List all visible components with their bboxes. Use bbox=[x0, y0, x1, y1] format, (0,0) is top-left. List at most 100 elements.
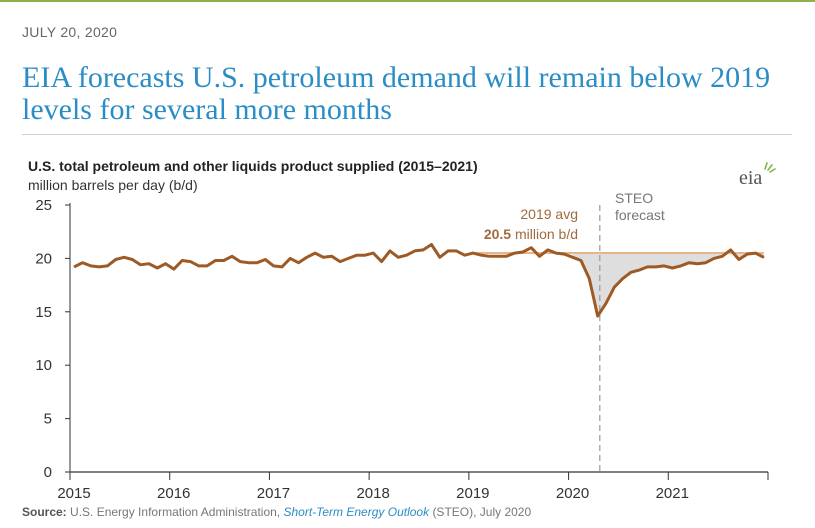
eia-logo-icon: eia bbox=[739, 162, 776, 188]
data-point bbox=[563, 253, 566, 255]
data-point bbox=[472, 252, 474, 254]
gap-below-average-area bbox=[572, 253, 764, 317]
source-link[interactable]: Short-Term Energy Outlook bbox=[283, 505, 430, 519]
data-point bbox=[688, 262, 690, 264]
data-point bbox=[480, 254, 482, 256]
data-point bbox=[106, 265, 108, 267]
data-point bbox=[173, 268, 175, 270]
avg-unit: million b/d bbox=[515, 226, 578, 242]
publication-date: JULY 20, 2020 bbox=[22, 24, 118, 40]
data-point bbox=[414, 250, 416, 252]
data-point bbox=[738, 258, 740, 261]
data-point bbox=[156, 267, 158, 269]
data-point bbox=[148, 263, 150, 265]
avg-value-label: 20.5 million b/d bbox=[484, 226, 578, 242]
x-tick-label: 2020 bbox=[556, 485, 589, 502]
x-tick-label: 2019 bbox=[456, 485, 489, 502]
data-point bbox=[580, 259, 582, 262]
data-point bbox=[314, 252, 316, 254]
series-points bbox=[73, 243, 765, 317]
data-point bbox=[696, 263, 699, 265]
data-point bbox=[630, 271, 632, 273]
data-point bbox=[730, 249, 732, 251]
data-point bbox=[439, 256, 441, 258]
y-tick-label: 15 bbox=[35, 304, 52, 321]
data-point bbox=[455, 250, 457, 252]
data-point bbox=[248, 262, 250, 264]
data-point bbox=[497, 255, 499, 257]
chart-y-unit: million barrels per day (b/d) bbox=[28, 177, 198, 193]
data-point bbox=[721, 255, 723, 257]
data-point bbox=[464, 254, 466, 256]
data-point bbox=[115, 258, 117, 261]
data-point bbox=[356, 254, 358, 256]
data-point bbox=[165, 263, 167, 265]
headline: EIA forecasts U.S. petroleum demand will… bbox=[22, 61, 771, 126]
data-point bbox=[713, 257, 715, 259]
data-point bbox=[231, 255, 233, 257]
data-point bbox=[538, 255, 541, 257]
data-point bbox=[763, 256, 765, 258]
data-point bbox=[605, 302, 607, 304]
y-axis: 0 5 10 15 20 25 bbox=[35, 197, 71, 481]
data-point bbox=[73, 266, 75, 268]
data-point bbox=[671, 267, 674, 269]
data-point bbox=[622, 278, 624, 280]
data-point bbox=[98, 266, 100, 268]
data-point bbox=[347, 257, 349, 259]
header-divider bbox=[22, 134, 792, 135]
avg-value: 20.5 bbox=[484, 226, 511, 242]
data-point bbox=[198, 265, 200, 267]
data-point bbox=[705, 262, 707, 264]
data-point bbox=[646, 266, 649, 268]
data-point bbox=[422, 249, 424, 251]
x-tick-label: 2021 bbox=[656, 485, 689, 502]
y-tick-label: 10 bbox=[35, 357, 52, 374]
x-tick-label: 2018 bbox=[356, 485, 389, 502]
data-point bbox=[405, 254, 408, 256]
data-point bbox=[181, 259, 183, 262]
data-point bbox=[447, 250, 449, 252]
data-point bbox=[306, 256, 308, 258]
data-point bbox=[555, 252, 557, 254]
data-point bbox=[273, 265, 275, 267]
data-point bbox=[214, 259, 216, 262]
data-point bbox=[547, 249, 549, 251]
series-line bbox=[73, 243, 765, 318]
data-point bbox=[588, 278, 590, 280]
x-tick-label: 2017 bbox=[257, 485, 290, 502]
data-point bbox=[489, 255, 491, 257]
data-point bbox=[239, 261, 241, 263]
data-point bbox=[189, 261, 192, 263]
eia-logo-text: eia bbox=[739, 167, 762, 188]
source-note: Source: U.S. Energy Information Administ… bbox=[22, 505, 531, 519]
data-point bbox=[430, 243, 433, 246]
y-tick-label: 0 bbox=[44, 464, 52, 481]
data-point bbox=[322, 256, 324, 258]
data-point bbox=[223, 259, 225, 262]
chart-title: U.S. total petroleum and other liquids p… bbox=[28, 158, 478, 174]
forecast-label-line1: STEO bbox=[615, 190, 653, 206]
data-point bbox=[90, 265, 92, 267]
data-point bbox=[381, 261, 383, 263]
data-point bbox=[638, 269, 640, 271]
data-point bbox=[331, 255, 333, 257]
top-rule bbox=[0, 0, 815, 2]
data-point bbox=[264, 258, 266, 261]
avg-label: 2019 avg bbox=[520, 206, 578, 222]
data-point bbox=[123, 256, 125, 258]
data-point bbox=[289, 257, 291, 259]
source-label: Source: bbox=[22, 505, 67, 519]
data-point bbox=[206, 265, 208, 267]
data-point bbox=[754, 252, 757, 254]
data-point bbox=[397, 256, 399, 258]
y-tick-label: 5 bbox=[44, 411, 52, 428]
data-point bbox=[530, 247, 532, 249]
data-point bbox=[364, 254, 366, 256]
data-point bbox=[597, 315, 599, 317]
data-point bbox=[81, 262, 84, 264]
source-tail: (STEO), July 2020 bbox=[432, 505, 532, 519]
data-point bbox=[140, 264, 142, 266]
data-point bbox=[256, 262, 258, 264]
